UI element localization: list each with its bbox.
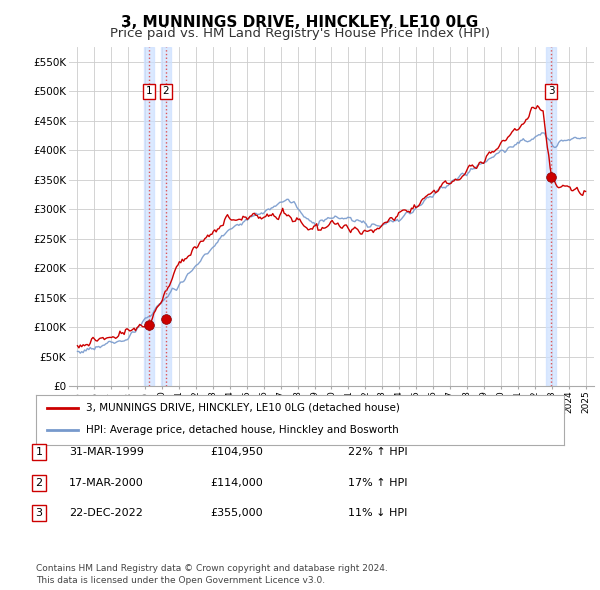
- Bar: [546, 47, 556, 386]
- Bar: [144, 47, 154, 386]
- Text: £104,950: £104,950: [210, 447, 263, 457]
- Text: 17% ↑ HPI: 17% ↑ HPI: [348, 478, 407, 487]
- Text: £355,000: £355,000: [210, 509, 263, 518]
- Text: 3, MUNNINGS DRIVE, HINCKLEY, LE10 0LG: 3, MUNNINGS DRIVE, HINCKLEY, LE10 0LG: [121, 15, 479, 30]
- Bar: [161, 47, 171, 386]
- Text: 3: 3: [35, 509, 43, 518]
- Text: HPI: Average price, detached house, Hinckley and Bosworth: HPI: Average price, detached house, Hinc…: [86, 425, 399, 435]
- Text: Contains HM Land Registry data © Crown copyright and database right 2024.
This d: Contains HM Land Registry data © Crown c…: [36, 565, 388, 585]
- Text: 22% ↑ HPI: 22% ↑ HPI: [348, 447, 407, 457]
- Text: 11% ↓ HPI: 11% ↓ HPI: [348, 509, 407, 518]
- Text: 3: 3: [548, 86, 554, 96]
- Text: 2: 2: [163, 86, 169, 96]
- Text: £114,000: £114,000: [210, 478, 263, 487]
- Text: 2: 2: [35, 478, 43, 487]
- Text: 31-MAR-1999: 31-MAR-1999: [69, 447, 144, 457]
- Text: 1: 1: [35, 447, 43, 457]
- Text: 3, MUNNINGS DRIVE, HINCKLEY, LE10 0LG (detached house): 3, MUNNINGS DRIVE, HINCKLEY, LE10 0LG (d…: [86, 403, 400, 413]
- Text: 22-DEC-2022: 22-DEC-2022: [69, 509, 143, 518]
- Text: 17-MAR-2000: 17-MAR-2000: [69, 478, 144, 487]
- Text: 1: 1: [146, 86, 152, 96]
- Text: Price paid vs. HM Land Registry's House Price Index (HPI): Price paid vs. HM Land Registry's House …: [110, 27, 490, 40]
